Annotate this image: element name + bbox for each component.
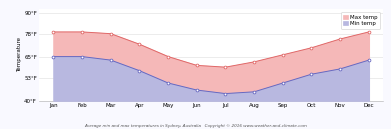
- Y-axis label: Temperature: Temperature: [17, 37, 22, 72]
- Legend: Max temp, Min temp: Max temp, Min temp: [341, 12, 380, 29]
- Text: Average min and max temperatures in Sydney, Australia   Copyright © 2016 www.wea: Average min and max temperatures in Sydn…: [84, 124, 307, 128]
